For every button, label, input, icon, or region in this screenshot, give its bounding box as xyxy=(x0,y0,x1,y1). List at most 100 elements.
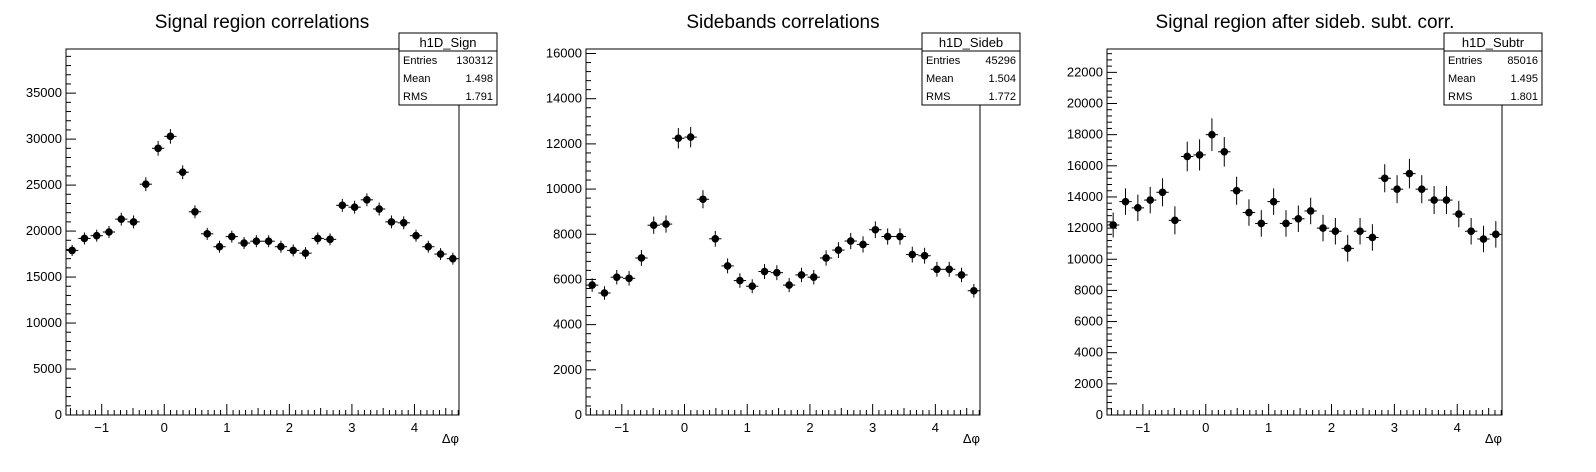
chart-title: Sidebands correlations xyxy=(686,12,879,33)
marker xyxy=(424,242,433,251)
x-tick-label: 0 xyxy=(1202,420,1209,435)
stats-box: h1D_Sign Entries 130312 Mean 1.498 RMS 1.791 xyxy=(398,32,498,106)
marker xyxy=(1257,219,1266,228)
data-point xyxy=(176,165,189,180)
data-point xyxy=(373,202,386,216)
marker xyxy=(1454,210,1463,218)
marker xyxy=(1467,227,1475,236)
marker xyxy=(834,246,843,254)
data-point xyxy=(746,279,759,294)
marker xyxy=(711,234,720,243)
marker xyxy=(1195,151,1204,159)
x-tick-label: 2 xyxy=(1328,420,1335,435)
data-point xyxy=(262,235,275,248)
data-point xyxy=(1329,217,1342,245)
marker xyxy=(896,232,904,241)
marker xyxy=(399,219,408,227)
data-point xyxy=(127,215,140,229)
data-point xyxy=(672,128,685,149)
marker xyxy=(203,230,212,238)
data-point xyxy=(832,242,845,258)
data-point xyxy=(721,258,734,274)
data-point xyxy=(1193,139,1206,171)
stats-key: RMS xyxy=(926,91,950,103)
data-point xyxy=(758,264,771,279)
marker xyxy=(338,201,347,210)
data-point xyxy=(287,244,300,257)
y-tick-label: 5000 xyxy=(33,361,62,376)
data-point xyxy=(409,229,423,242)
stats-value: 1.498 xyxy=(465,73,493,85)
chart-panel-2: Sidebands correlations 0 2000 4000 6000 8000 1… xyxy=(546,12,1021,446)
marker xyxy=(809,273,818,281)
marker xyxy=(1245,208,1253,217)
data-point xyxy=(336,198,349,212)
marker xyxy=(1158,188,1167,197)
data-point xyxy=(434,248,447,261)
data-point xyxy=(274,240,288,253)
y-tick-label: 0 xyxy=(575,407,582,422)
marker xyxy=(1282,219,1290,228)
data-point xyxy=(856,236,870,253)
y-tick-label: 16000 xyxy=(1067,158,1103,173)
marker xyxy=(154,144,162,153)
y-tick-label: 30000 xyxy=(26,131,62,146)
marker xyxy=(674,134,683,143)
marker xyxy=(588,281,596,289)
data-point xyxy=(1415,175,1428,204)
data-point xyxy=(1156,178,1169,207)
stats-frame xyxy=(398,32,498,106)
stats-value: 1.791 xyxy=(465,91,493,103)
data-point xyxy=(446,252,459,265)
y-tick-label: 6000 xyxy=(1074,314,1103,329)
data-point xyxy=(770,265,783,281)
stats-key: RMS xyxy=(1448,91,1472,103)
x-tick-label: 2 xyxy=(806,420,813,435)
y-tick-label: 10000 xyxy=(1067,251,1103,266)
marker xyxy=(945,265,954,274)
marker xyxy=(1356,227,1364,236)
data-point xyxy=(201,227,214,240)
marker xyxy=(1393,185,1401,193)
marker xyxy=(908,250,917,259)
marker xyxy=(326,235,334,244)
x-tick-label: 1 xyxy=(744,420,751,435)
y-tick-label: 22000 xyxy=(1067,64,1103,79)
data-point xyxy=(696,190,710,209)
marker xyxy=(920,251,929,260)
data-point xyxy=(78,232,91,245)
y-tick-label: 35000 xyxy=(26,85,62,100)
marker xyxy=(289,246,298,255)
data-point xyxy=(102,226,116,238)
data-point xyxy=(1144,186,1157,214)
data-point xyxy=(1341,235,1354,262)
marker xyxy=(1417,185,1426,193)
data-point xyxy=(1131,194,1145,222)
x-tick-label: 3 xyxy=(1391,420,1398,435)
stats-name: h1D_Sign xyxy=(419,35,476,50)
data-point xyxy=(795,267,808,283)
data-point xyxy=(139,177,152,192)
data-point xyxy=(1390,175,1404,204)
marker xyxy=(637,254,646,262)
data-point xyxy=(1489,221,1502,248)
stats-key: Entries xyxy=(1448,55,1483,67)
y-tick-label: 8000 xyxy=(1074,282,1103,297)
stats-name: h1D_Subtr xyxy=(1462,35,1525,50)
marker xyxy=(301,249,310,257)
marker xyxy=(760,267,769,276)
data-point xyxy=(1304,197,1317,225)
y-tick-label: 12000 xyxy=(546,136,582,151)
marker xyxy=(142,180,150,188)
x-tick-label: 1 xyxy=(223,420,230,435)
data-point xyxy=(869,221,882,239)
data-point xyxy=(422,240,435,253)
stats-key: Entries xyxy=(926,55,961,67)
y-tick-label: 2000 xyxy=(553,362,582,377)
x-tick-label: 4 xyxy=(1454,420,1461,435)
marker xyxy=(105,228,113,236)
data-point xyxy=(1464,217,1478,245)
data-point xyxy=(1255,210,1268,237)
marker xyxy=(1442,196,1451,204)
data-point xyxy=(943,261,956,277)
